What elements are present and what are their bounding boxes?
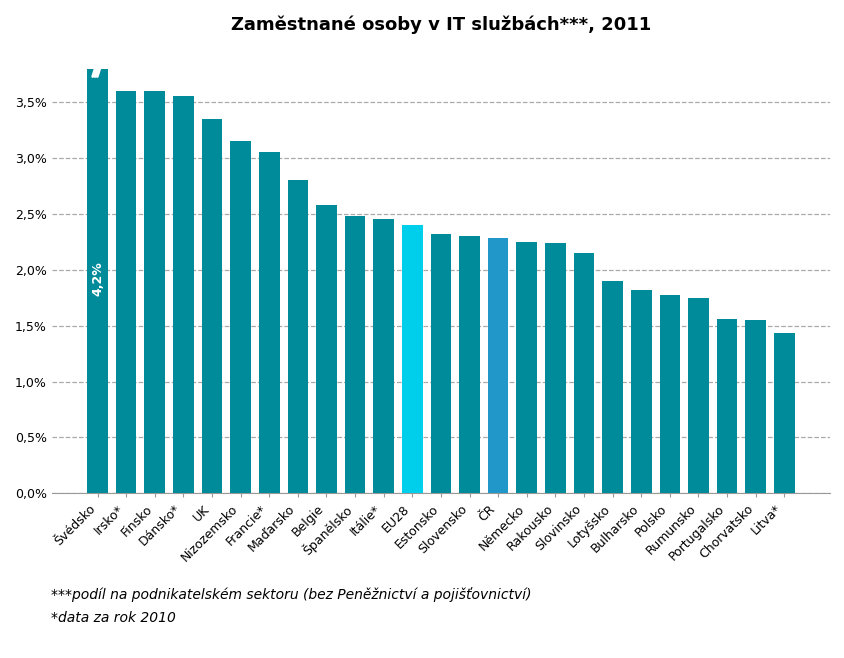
Bar <box>230 141 251 494</box>
Bar <box>402 225 422 494</box>
Bar <box>316 205 337 494</box>
Bar <box>630 290 651 494</box>
Bar <box>344 216 365 494</box>
Bar <box>173 97 193 494</box>
Bar <box>373 219 393 494</box>
Bar <box>287 180 308 494</box>
Bar <box>430 234 451 494</box>
Bar <box>659 295 679 494</box>
Text: ***podíl na podnikatelském sektoru (bez Peněžnictví a pojišťovnictví): ***podíl na podnikatelském sektoru (bez … <box>51 587 531 602</box>
Text: 4,2%: 4,2% <box>91 261 104 296</box>
Title: Zaměstnané osoby v IT službách***, 2011: Zaměstnané osoby v IT službách***, 2011 <box>230 15 650 34</box>
Bar <box>602 281 622 494</box>
Bar <box>87 68 108 494</box>
Bar <box>716 319 737 494</box>
Bar <box>116 91 136 494</box>
Bar <box>744 320 766 494</box>
Bar <box>773 334 793 494</box>
Bar <box>687 297 708 494</box>
Bar <box>144 91 165 494</box>
Text: *data za rok 2010: *data za rok 2010 <box>51 611 176 625</box>
Bar <box>516 241 537 494</box>
Bar <box>202 119 222 494</box>
Bar <box>573 253 593 494</box>
Bar <box>487 238 508 494</box>
Bar <box>544 243 565 494</box>
Bar <box>458 236 479 494</box>
Bar <box>258 153 279 494</box>
